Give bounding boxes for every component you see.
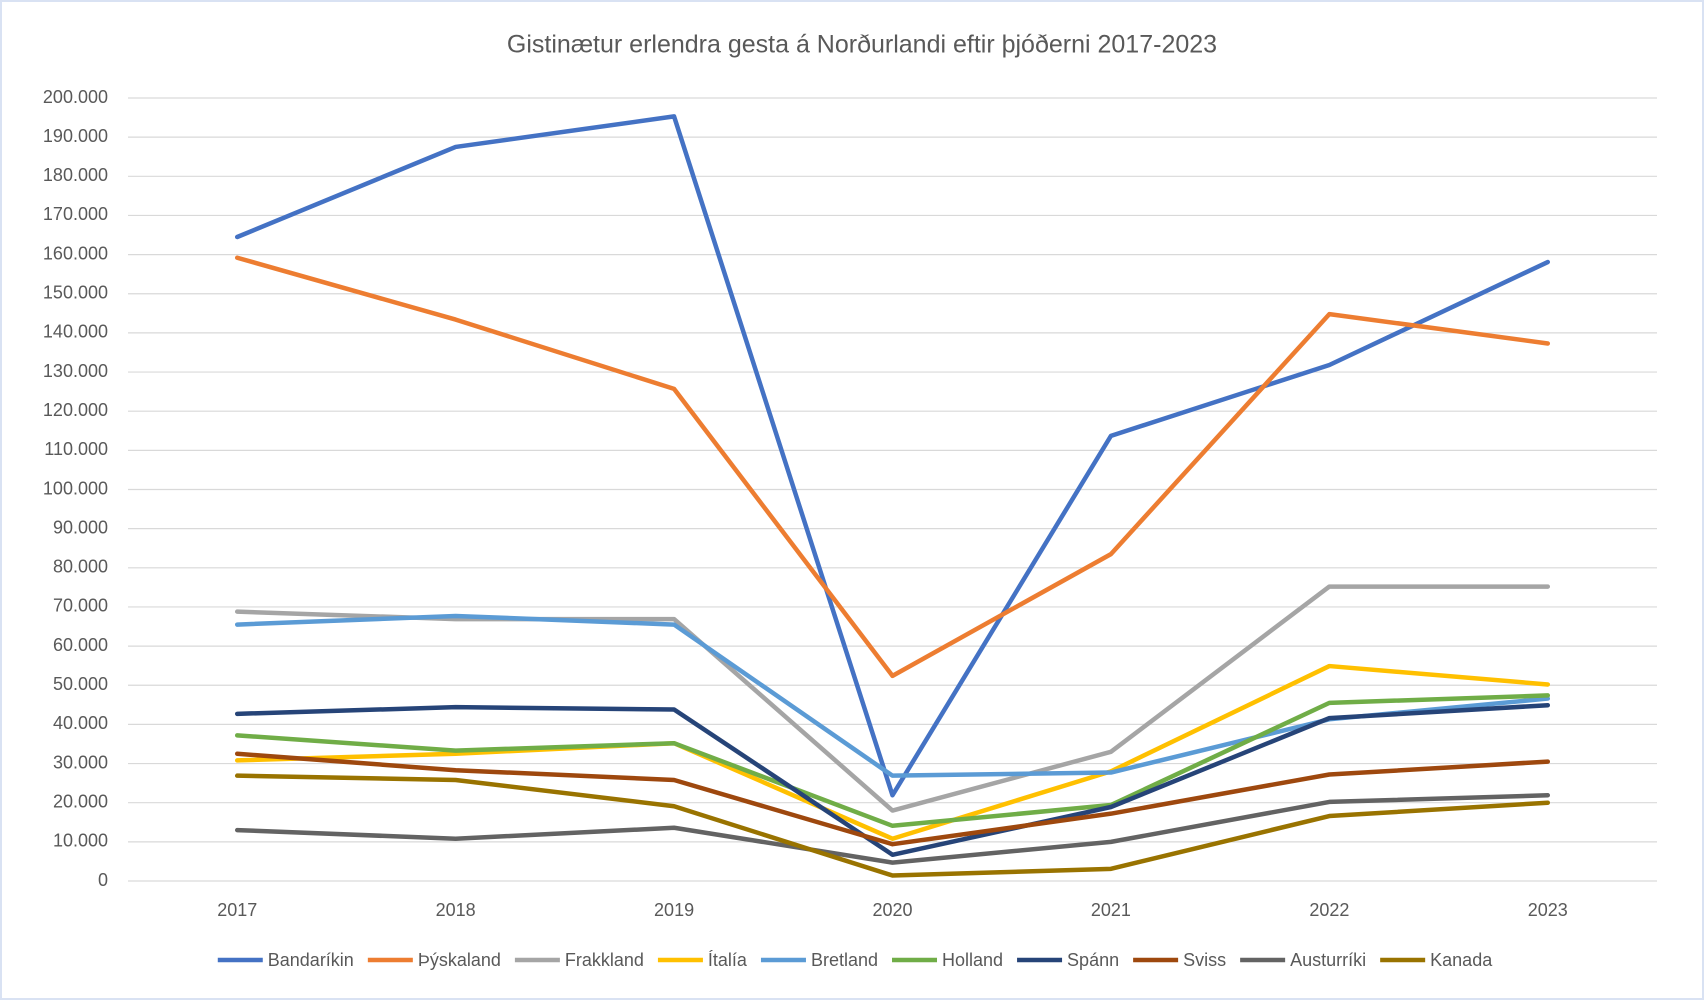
y-tick-label: 160.000	[43, 243, 108, 263]
series-line	[234, 663, 1551, 841]
y-tick-label: 190.000	[43, 126, 108, 146]
x-tick-label: 2022	[1309, 900, 1349, 920]
y-tick-label: 130.000	[43, 361, 108, 381]
y-tick-label: 20.000	[53, 791, 108, 811]
y-tick-label: 60.000	[53, 635, 108, 655]
y-tick-label: 50.000	[53, 674, 108, 694]
legend-label: Kanada	[1430, 950, 1493, 970]
y-tick-label: 70.000	[53, 596, 108, 616]
legend-label: Ítalía	[708, 950, 748, 970]
series-line	[234, 693, 1551, 829]
chart-title: Gistinætur erlendra gesta á Norðurlandi …	[507, 31, 1217, 59]
x-tick-label: 2019	[654, 900, 694, 920]
y-tick-label: 100.000	[43, 478, 108, 498]
y-tick-label: 120.000	[43, 400, 108, 420]
legend-label: Sviss	[1183, 950, 1226, 970]
series-line	[234, 793, 1551, 865]
series-line	[234, 751, 1551, 847]
series-line	[234, 773, 1551, 878]
x-tick-label: 2021	[1091, 900, 1131, 920]
series-line	[234, 584, 1551, 813]
legend-label: Frakkland	[565, 950, 644, 970]
x-tick-label: 2020	[872, 900, 912, 920]
y-tick-label: 110.000	[44, 439, 108, 459]
x-tick-label: 2017	[217, 900, 257, 920]
legend-label: Þýskaland	[418, 950, 501, 970]
y-tick-label: 0	[98, 870, 108, 890]
y-tick-label: 150.000	[43, 283, 108, 303]
series-line	[234, 702, 1551, 858]
y-tick-label: 30.000	[53, 752, 108, 772]
legend-label: Holland	[942, 950, 1003, 970]
x-tick-label: 2023	[1528, 900, 1568, 920]
y-tick-label: 90.000	[53, 517, 108, 537]
legend-label: Austurríki	[1290, 950, 1366, 970]
series-line	[234, 114, 1551, 798]
y-tick-label: 140.000	[43, 322, 108, 342]
y-tick-label: 10.000	[53, 831, 108, 851]
y-tick-label: 180.000	[43, 165, 108, 185]
y-tick-label: 40.000	[53, 713, 108, 733]
legend-label: Bretland	[811, 950, 878, 970]
legend-label: Spánn	[1067, 950, 1119, 970]
series-line	[234, 255, 1551, 679]
y-tick-label: 200.000	[43, 87, 108, 107]
y-tick-label: 80.000	[53, 557, 108, 577]
y-tick-label: 170.000	[43, 204, 108, 224]
legend-label: Bandaríkin	[268, 950, 354, 970]
x-tick-label: 2018	[436, 900, 476, 920]
